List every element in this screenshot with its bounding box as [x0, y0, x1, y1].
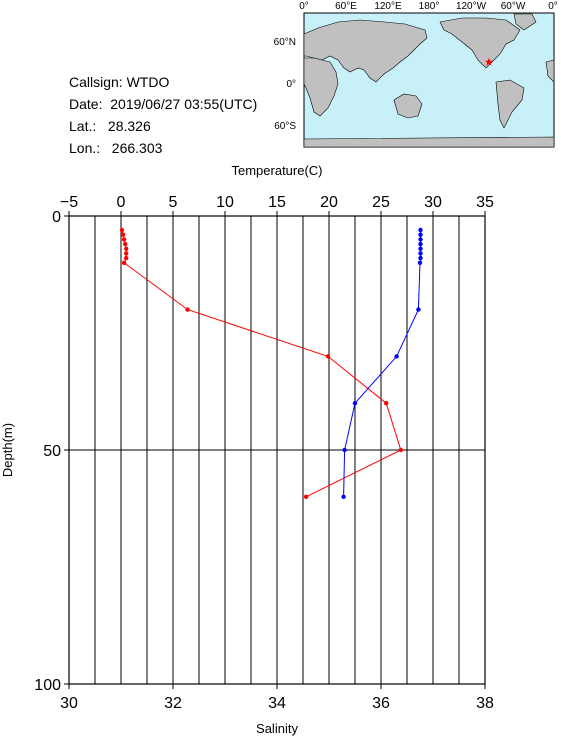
- temperature-data-point: [121, 237, 127, 242]
- temperature-data-point: [121, 260, 127, 265]
- land-africa: [303, 57, 339, 117]
- depth-tick-label: 50: [43, 443, 61, 460]
- temperature-tick-label: 5: [169, 194, 178, 211]
- temperature-data-point: [185, 307, 190, 312]
- top-axis-label: Temperature(C): [231, 163, 322, 178]
- temperature-tick-label: 10: [216, 194, 234, 211]
- temperature-profile-line: [121, 229, 402, 498]
- left-axis-label: Depth(m): [0, 423, 15, 477]
- station-marker: [484, 58, 493, 66]
- temperature-data-point: [124, 251, 129, 256]
- map-left-tick: 0°: [286, 79, 296, 90]
- lon-text: Lon.: 266.303: [69, 140, 163, 156]
- salinity-tick-label: 34: [268, 695, 286, 712]
- temperature-tick-label: −5: [60, 194, 78, 211]
- salinity-tick-label: 36: [372, 695, 390, 712]
- map-top-tick: 0°: [299, 1, 309, 12]
- salinity-data-point: [342, 447, 347, 453]
- salinity-data-point: [394, 354, 399, 359]
- map-top-tick: 120°W: [456, 1, 487, 12]
- temperature-data-point: [124, 246, 129, 251]
- salinity-data-point: [418, 241, 423, 247]
- temperature-data-point: [120, 232, 126, 237]
- land-australia: [393, 93, 423, 119]
- map-top-tick: 180°: [419, 1, 440, 12]
- salinity-data-point: [341, 494, 346, 499]
- depth-tick-label: 0: [52, 209, 61, 226]
- bottom-axis-label: Salinity: [256, 721, 298, 736]
- map-ticks: 0° 60°E 120°E 180° 120°W 60°W 0° 60°N 0°…: [274, 1, 558, 132]
- map-left-tick: 60°S: [274, 121, 296, 132]
- land-antarctica: [303, 136, 555, 148]
- map-top-tick: 0°: [548, 1, 558, 12]
- land-north-america: [439, 17, 521, 69]
- temperature-tick-label: 0: [117, 194, 126, 211]
- salinity-tick-label: 32: [164, 695, 182, 712]
- depth-tick-label: 100: [34, 677, 61, 694]
- chart-grid: [69, 216, 485, 684]
- salinity-data-point: [418, 237, 423, 242]
- land-africa-west: [545, 59, 555, 83]
- salinity-data-point: [418, 251, 423, 256]
- land-greenland: [513, 13, 537, 31]
- salinity-data-point: [416, 307, 421, 312]
- temperature-data-point: [123, 241, 128, 247]
- map-land: [303, 13, 555, 148]
- temperature-data-point: [124, 255, 129, 261]
- temperature-tick-label: 30: [424, 194, 442, 211]
- temperature-tick-label: 35: [476, 194, 494, 211]
- date-text: Date: 2019/06/27 03:55(UTC): [69, 96, 258, 112]
- land-eurasia: [303, 19, 428, 83]
- salinity-data-point: [352, 401, 358, 406]
- map-top-tick: 60°E: [335, 1, 357, 12]
- map-left-tick: 60°N: [274, 37, 296, 48]
- temperature-data-point: [325, 354, 331, 359]
- lat-text: Lat.: 28.326: [69, 118, 151, 134]
- callsign-text: Callsign: WTDO: [69, 74, 170, 90]
- map-top-tick: 60°W: [501, 1, 526, 12]
- temperature-data-point: [119, 227, 125, 233]
- salinity-data-point: [418, 255, 423, 261]
- salinity-tick-label: 38: [476, 695, 494, 712]
- salinity-data-point: [418, 232, 423, 237]
- salinity-data-point: [417, 260, 423, 265]
- land-south-america: [495, 79, 525, 129]
- temperature-data-point: [398, 447, 403, 453]
- temperature-tick-label: 15: [268, 194, 286, 211]
- chart-series: [119, 227, 423, 499]
- temperature-tick-label: 25: [372, 194, 390, 211]
- map-top-tick: 120°E: [374, 1, 402, 12]
- salinity-data-point: [418, 246, 423, 251]
- temperature-data-point: [303, 494, 309, 499]
- temperature-tick-label: 20: [320, 194, 338, 211]
- salinity-data-point: [418, 227, 423, 233]
- temperature-data-point: [384, 401, 389, 406]
- salinity-tick-label: 30: [60, 695, 78, 712]
